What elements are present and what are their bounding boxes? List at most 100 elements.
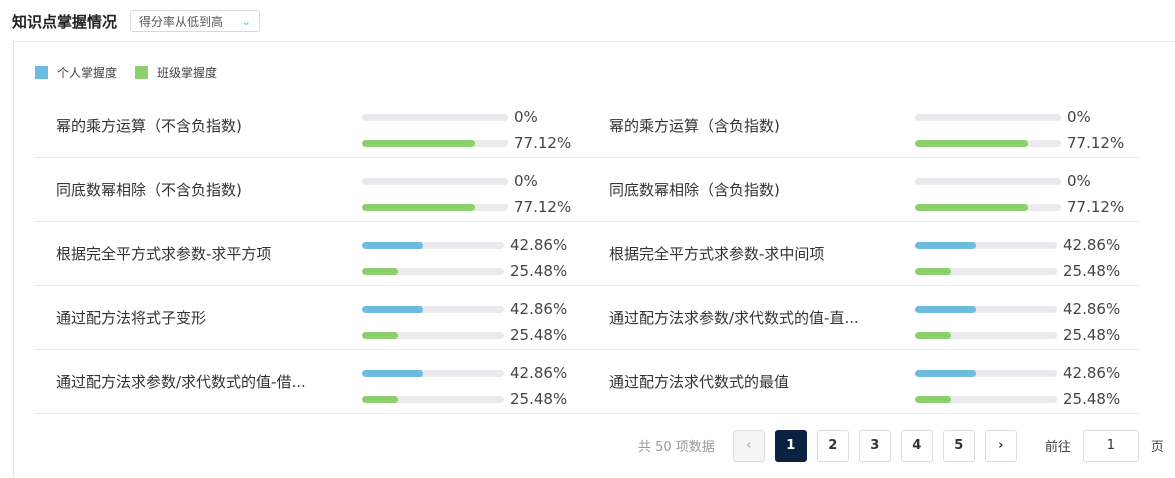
- personal-percent: 42.86%: [1063, 236, 1121, 254]
- personal-bar-fill: [915, 241, 976, 249]
- knowledge-name: 根据完全平方式求参数-求中间项: [609, 245, 825, 263]
- knowledge-item: 同底数幂相除（含负指数) 0% 77.12%: [587, 158, 1140, 221]
- header: 知识点掌握情况 得分率从低到高 ⌄: [12, 9, 261, 33]
- knowledge-name: 通过配方法求参数/求代数式的值-借...: [56, 373, 306, 391]
- sort-select-value: 得分率从低到高: [139, 14, 224, 29]
- class-bar-track: [915, 203, 1061, 211]
- knowledge-name: 同底数幂相除（不含负指数): [56, 181, 242, 199]
- total-count: 共 50 项数据: [638, 440, 715, 455]
- chevron-right-icon: ›: [998, 438, 1004, 453]
- chevron-left-icon: ‹: [746, 438, 752, 453]
- mastery-bars: 0% 77.12%: [362, 168, 571, 220]
- legend-item-personal[interactable]: 个人掌握度: [35, 64, 117, 81]
- personal-bar-track: [362, 113, 508, 121]
- personal-percent: 0%: [1067, 172, 1091, 190]
- class-percent: 25.48%: [510, 326, 568, 344]
- goto-label: 前往: [1044, 440, 1071, 455]
- page-button-3[interactable]: 3: [858, 429, 891, 462]
- class-bar-line: 77.12%: [915, 130, 1124, 156]
- page-button-2[interactable]: 2: [816, 429, 849, 462]
- legend-label-class: 班级掌握度: [157, 66, 218, 80]
- class-bar-fill: [915, 331, 952, 339]
- next-page-button[interactable]: ›: [984, 429, 1017, 462]
- knowledge-item: 幂的乘方运算（含负指数) 0% 77.12%: [587, 94, 1140, 157]
- personal-bar-line: 0%: [915, 104, 1124, 130]
- class-bar-track: [362, 331, 504, 339]
- personal-bar-fill: [362, 241, 423, 249]
- mastery-bars: 42.86% 25.48%: [362, 232, 567, 284]
- personal-bar-track: [915, 113, 1061, 121]
- class-bar-fill: [362, 267, 399, 275]
- personal-bar-line: 0%: [915, 168, 1124, 194]
- personal-bar-line: 42.86%: [362, 360, 567, 386]
- grid-row: 通过配方法求参数/求代数式的值-借... 42.86% 25.48% 通过配方法求代数…: [34, 350, 1140, 414]
- goto-page-input[interactable]: 1: [1082, 429, 1139, 462]
- page-button-4[interactable]: 4: [900, 429, 933, 462]
- class-percent: 25.48%: [510, 390, 568, 408]
- knowledge-item: 通过配方法将式子变形 42.86% 25.48%: [34, 286, 587, 349]
- class-percent: 77.12%: [514, 198, 572, 216]
- personal-bar-fill: [915, 369, 976, 377]
- mastery-bars: 0% 77.12%: [362, 104, 571, 156]
- class-bar-fill: [915, 203, 1028, 211]
- class-bar-fill: [915, 139, 1028, 147]
- class-percent: 25.48%: [1063, 390, 1121, 408]
- knowledge-name: 通过配方法将式子变形: [56, 309, 207, 327]
- class-bar-line: 25.48%: [362, 386, 567, 412]
- class-bar-track: [915, 267, 1057, 275]
- class-bar-fill: [915, 395, 952, 403]
- personal-percent: 42.86%: [1063, 300, 1121, 318]
- class-bar-line: 77.12%: [362, 130, 571, 156]
- personal-bar-line: 42.86%: [362, 296, 567, 322]
- page-suffix: 页: [1150, 440, 1164, 455]
- personal-bar-track: [915, 369, 1057, 377]
- class-bar-track: [362, 203, 508, 211]
- mastery-bars: 0% 77.12%: [915, 168, 1124, 220]
- personal-percent: 0%: [1067, 108, 1091, 126]
- prev-page-button[interactable]: ‹: [732, 429, 765, 462]
- class-bar-track: [362, 395, 504, 403]
- legend-item-class[interactable]: 班级掌握度: [135, 64, 217, 81]
- mastery-bars: 42.86% 25.48%: [915, 232, 1120, 284]
- chevron-down-icon: ⌄: [241, 14, 252, 28]
- page-title: 知识点掌握情况: [12, 12, 118, 31]
- pagination: 共 50 项数据 ‹ 1 2 3 4 5 › 前往 1 页: [638, 429, 1164, 462]
- personal-bar-fill: [362, 305, 423, 313]
- knowledge-item: 通过配方法求参数/求代数式的值-直... 42.86% 25.48%: [587, 286, 1140, 349]
- personal-bar-track: [915, 177, 1061, 185]
- personal-bar-fill: [362, 369, 423, 377]
- knowledge-item: 同底数幂相除（不含负指数) 0% 77.12%: [34, 158, 587, 221]
- class-bar-line: 25.48%: [362, 322, 567, 348]
- knowledge-grid: 幂的乘方运算（不含负指数) 0% 77.12% 幂的乘方运算（含负指数) 0% 77.12…: [34, 94, 1140, 414]
- grid-row: 通过配方法将式子变形 42.86% 25.48% 通过配方法求参数/求代数式的值-直.…: [34, 286, 1140, 350]
- knowledge-name: 通过配方法求参数/求代数式的值-直...: [609, 309, 859, 327]
- personal-percent: 42.86%: [510, 300, 568, 318]
- class-percent: 25.48%: [510, 262, 568, 280]
- class-bar-fill: [362, 395, 399, 403]
- legend-swatch-class: [135, 66, 149, 79]
- class-bar-fill: [362, 331, 399, 339]
- class-bar-line: 77.12%: [915, 194, 1124, 220]
- class-bar-track: [915, 139, 1061, 147]
- mastery-bars: 42.86% 25.48%: [915, 360, 1120, 412]
- personal-bar-line: 0%: [362, 104, 571, 130]
- page-button-5[interactable]: 5: [942, 429, 975, 462]
- sort-select[interactable]: 得分率从低到高 ⌄: [130, 10, 261, 32]
- class-bar-track: [915, 331, 1057, 339]
- personal-bar-track: [362, 369, 504, 377]
- class-percent: 25.48%: [1063, 326, 1121, 344]
- page-button-1[interactable]: 1: [774, 429, 807, 462]
- legend-swatch-personal: [35, 66, 48, 79]
- personal-percent: 0%: [514, 172, 538, 190]
- knowledge-item: 根据完全平方式求参数-求中间项 42.86% 25.48%: [587, 222, 1140, 285]
- mastery-bars: 42.86% 25.48%: [915, 296, 1120, 348]
- personal-bar-track: [915, 305, 1057, 313]
- class-bar-fill: [362, 139, 475, 147]
- class-bar-line: 25.48%: [915, 258, 1120, 284]
- knowledge-name: 同底数幂相除（含负指数): [609, 181, 780, 199]
- personal-bar-line: 42.86%: [915, 296, 1120, 322]
- grid-row: 根据完全平方式求参数-求平方项 42.86% 25.48% 根据完全平方式求参数-求中…: [34, 222, 1140, 286]
- personal-bar-line: 42.86%: [915, 232, 1120, 258]
- personal-bar-line: 42.86%: [362, 232, 567, 258]
- personal-percent: 0%: [514, 108, 538, 126]
